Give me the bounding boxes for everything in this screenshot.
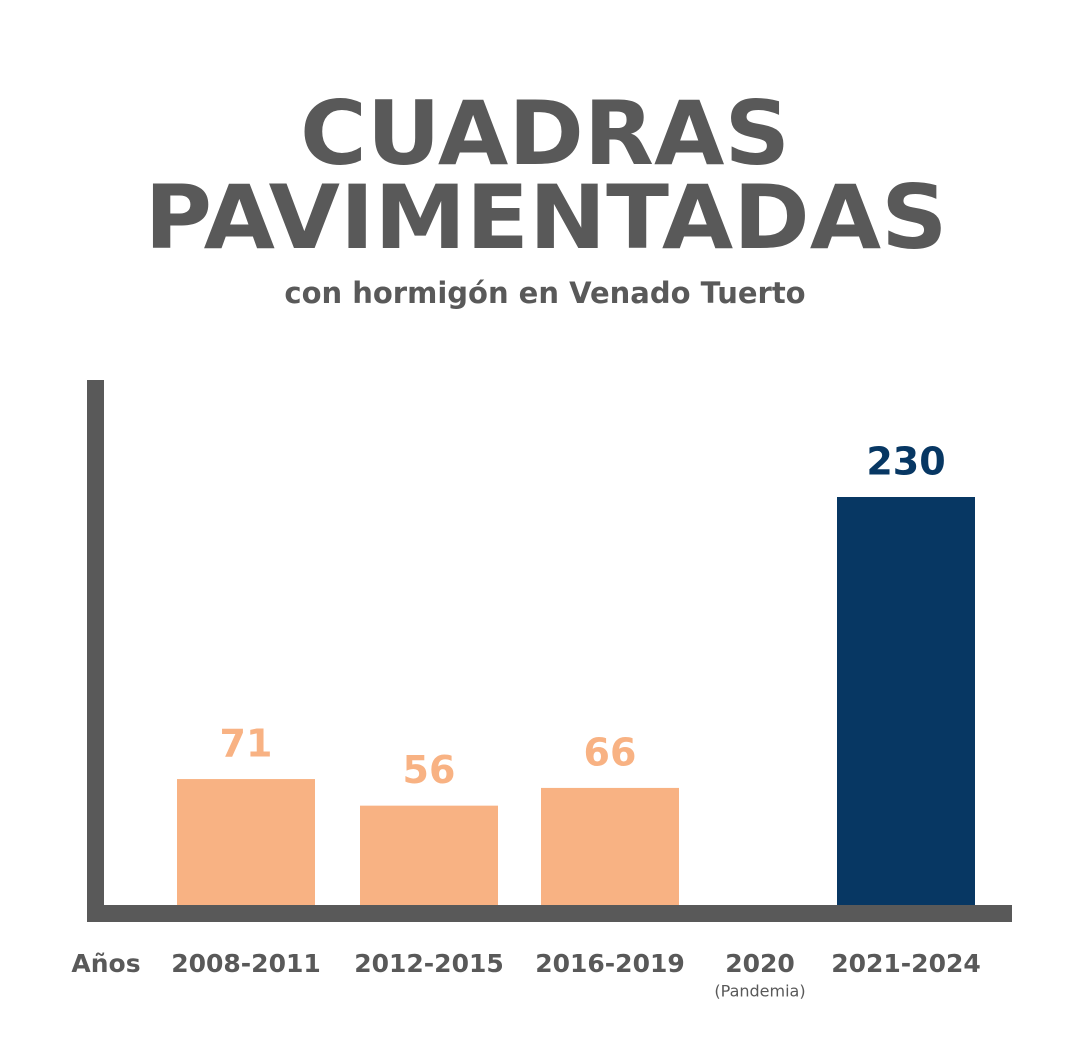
- value-label: 71: [220, 722, 273, 766]
- y-axis-line: [87, 380, 104, 922]
- chart-title: CUADRAS: [300, 82, 790, 185]
- x-tick-label: 2016-2019: [535, 949, 685, 978]
- chart-title: PAVIMENTADAS: [145, 166, 948, 269]
- value-label: 230: [866, 440, 945, 484]
- x-tick-label: 2021-2024: [831, 949, 981, 978]
- bar: [541, 787, 679, 905]
- x-tick-label: 2020: [725, 949, 795, 978]
- category-note: (Pandemia): [714, 982, 805, 1001]
- bar: [837, 497, 975, 905]
- bar: [177, 779, 315, 905]
- bar: [360, 805, 498, 905]
- x-tick-label: 2012-2015: [354, 949, 504, 978]
- x-tick-label: 2008-2011: [171, 949, 321, 978]
- x-axis-line: [87, 905, 1012, 922]
- chart-subtitle: con hormigón en Venado Tuerto: [284, 276, 805, 310]
- value-label: 66: [584, 730, 637, 774]
- x-axis-label: Años: [71, 949, 140, 978]
- value-label: 56: [403, 748, 456, 792]
